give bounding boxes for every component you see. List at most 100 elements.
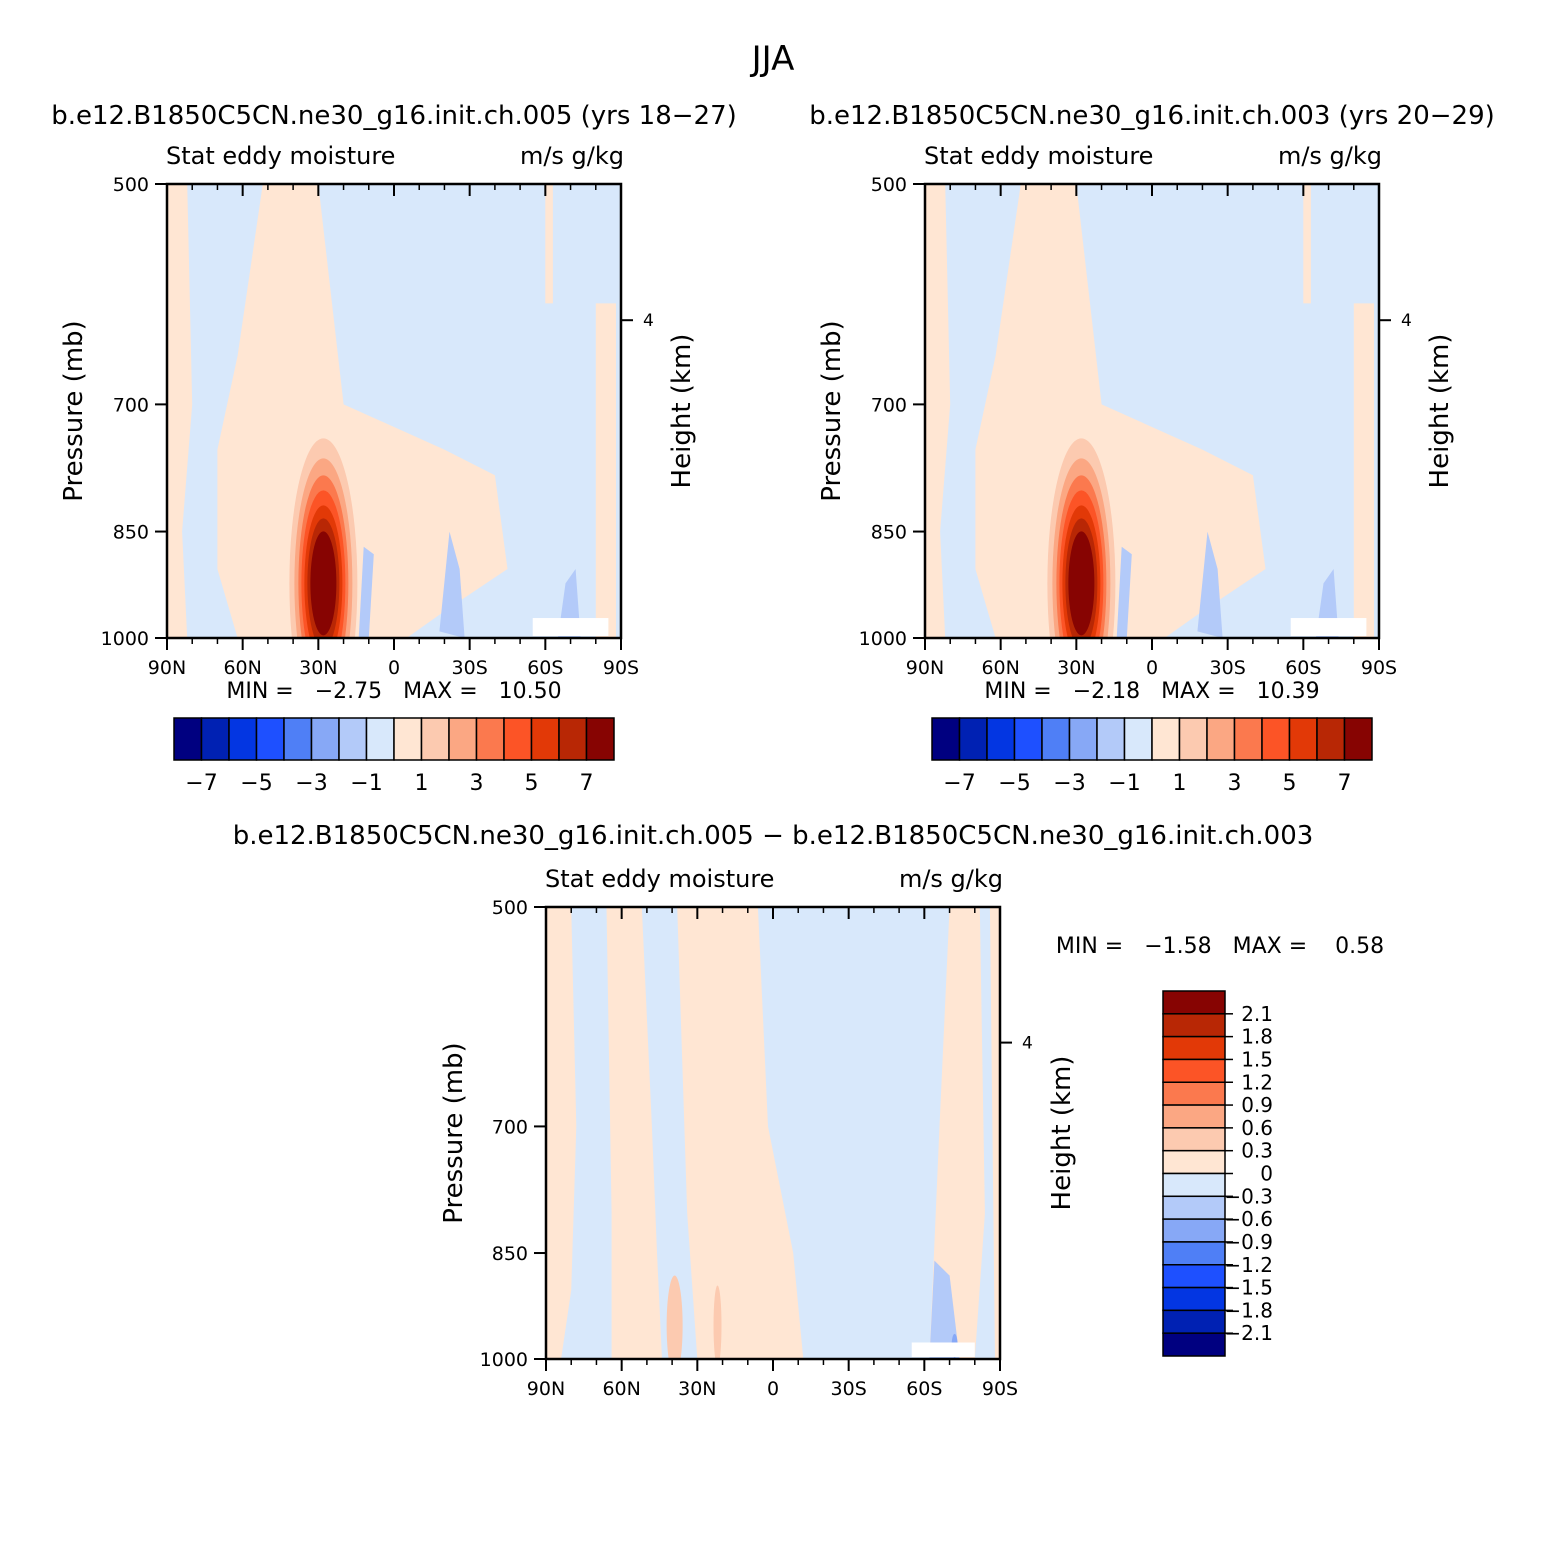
y-tick-label: 1000 (101, 628, 149, 650)
colorbar-box (283, 717, 313, 761)
y-tick-label: 500 (492, 897, 528, 919)
colorbar-label: −7 (185, 771, 217, 796)
colorbar-box (530, 717, 560, 761)
colorbar-box (1261, 717, 1291, 761)
x-tick-label: 90S (603, 657, 639, 679)
x-tick-label: 90S (1361, 657, 1397, 679)
x-tick-label: 30S (1210, 657, 1246, 679)
x-tick-label: 90N (148, 657, 186, 679)
colorbar-box (1178, 717, 1208, 761)
contour-band-negative (1197, 531, 1223, 638)
y-tick-label: 500 (871, 174, 907, 196)
x-tick-label: 60S (527, 657, 563, 679)
colorbar-label: 1 (1173, 771, 1187, 796)
colorbar-box (228, 717, 258, 761)
panel-2-ylabel: Pressure (mb) (817, 320, 847, 501)
colorbar-box (585, 717, 615, 761)
x-tick-label: 30S (831, 1378, 867, 1400)
missing-data (911, 1342, 975, 1357)
y-tick-label: 1000 (480, 1349, 528, 1371)
contour-band-positive (595, 303, 616, 638)
colorbar-label: 1 (415, 771, 429, 796)
panel-3-colorbar: 2.11.81.51.20.90.60.30−0.3−0.6−0.9−1.2−1… (1162, 990, 1273, 1357)
colorbar-box (1343, 717, 1373, 761)
height-tick-label: 4 (1022, 1034, 1033, 1054)
x-tick-label: 0 (1146, 657, 1158, 679)
colorbar-box (1162, 1013, 1226, 1038)
colorbar-box (1162, 1058, 1226, 1083)
colorbar-box (393, 717, 423, 761)
colorbar-label: −1.2 (1224, 1253, 1273, 1277)
missing-data (1290, 618, 1367, 636)
colorbar-label: 2.1 (1241, 1002, 1273, 1026)
colorbar-label: −0.9 (1224, 1230, 1273, 1254)
contour-patch-positive (666, 1275, 683, 1359)
panel-3-right-label: m/s g/kg (899, 865, 1003, 893)
contour-band-negative (1116, 546, 1132, 638)
panel-1-min-max: MIN = −2.75 MAX = 10.50 (226, 679, 561, 704)
colorbar-box (986, 717, 1016, 761)
colorbar-label: −5 (998, 771, 1030, 796)
contour-band-positive (606, 907, 662, 1359)
colorbar-box (173, 717, 203, 761)
colorbar-box (1162, 1149, 1226, 1175)
colorbar-label: 1.2 (1241, 1070, 1273, 1094)
colorbar-box (1162, 1104, 1226, 1129)
colorbar-label: 1.5 (1241, 1047, 1273, 1071)
colorbar-box (338, 717, 368, 761)
height-tick-label: 4 (1401, 311, 1412, 331)
colorbar-box (931, 717, 961, 761)
panel-2-ylabel-right: Height (km) (1425, 334, 1455, 489)
panel-1: b.e12.B1850C5CN.ne30_g16.init.ch.005 (yr… (51, 101, 737, 796)
contour-band-positive (925, 184, 951, 638)
contour-band-positive (677, 907, 804, 1359)
y-tick-label: 700 (113, 394, 149, 416)
contour-band-positive (546, 907, 577, 1359)
colorbar-box (1162, 1332, 1226, 1357)
panel-1-ylabel-right: Height (km) (667, 334, 697, 489)
colorbar-box (1288, 717, 1318, 761)
colorbar-label: −3 (1053, 771, 1085, 796)
panel-3: b.e12.B1850C5CN.ne30_g16.init.ch.005 − b… (233, 821, 1384, 1400)
colorbar-label: 3 (470, 771, 484, 796)
contour-band-positive (929, 907, 985, 1359)
contour-fill (925, 184, 1379, 638)
colorbar-box (448, 717, 478, 761)
colorbar-label: −3 (295, 771, 327, 796)
figure-title: JJA (750, 39, 795, 79)
colorbar-box (1068, 717, 1098, 761)
colorbar-box (1013, 717, 1043, 761)
colorbar-box (503, 717, 533, 761)
x-tick-label: 60N (602, 1378, 640, 1400)
contour-band-positive (1353, 303, 1374, 638)
panel-1-contour-plot: 90N 60N 30N 0 30S 60S 90S 500 700 850 1000 4 (101, 174, 654, 679)
colorbar-box (1162, 1035, 1226, 1061)
panel-3-left-label: Stat eddy moisture (545, 865, 774, 893)
panel-1-right-label: m/s g/kg (520, 142, 624, 170)
contour-core-level-8 (1068, 531, 1095, 636)
panel-3-contour-plot: 90N 60N 30N 0 30S 60S 90S 500 700 850 1000 4 (480, 897, 1033, 1400)
contour-fill (167, 184, 621, 638)
y-tick-label: 850 (871, 522, 907, 544)
height-tick-label: 4 (643, 311, 654, 331)
colorbar-box (1096, 717, 1126, 761)
colorbar-label: 3 (1228, 771, 1242, 796)
contour-band-positive (217, 184, 508, 638)
x-tick-label: 60N (981, 657, 1019, 679)
x-tick-label: 30N (299, 657, 337, 679)
y-tick-label: 850 (492, 1243, 528, 1265)
colorbar-box (1162, 990, 1226, 1015)
colorbar-label: 0.6 (1241, 1116, 1273, 1140)
y-tick-label: 850 (113, 522, 149, 544)
contour-band-positive (167, 184, 193, 638)
y-tick-label: 700 (492, 1116, 528, 1138)
colorbar-label: 7 (580, 771, 594, 796)
colorbar-box (558, 717, 588, 761)
colorbar-box (1162, 1127, 1226, 1152)
colorbar-box (475, 717, 505, 761)
x-tick-label: 90S (982, 1378, 1018, 1400)
panel-2-colorbar: −7 −5 −3 −1 1 3 5 7 (931, 717, 1373, 796)
y-tick-label: 1000 (859, 628, 907, 650)
colorbar-box (1162, 1309, 1226, 1334)
x-tick-label: 0 (767, 1378, 779, 1400)
